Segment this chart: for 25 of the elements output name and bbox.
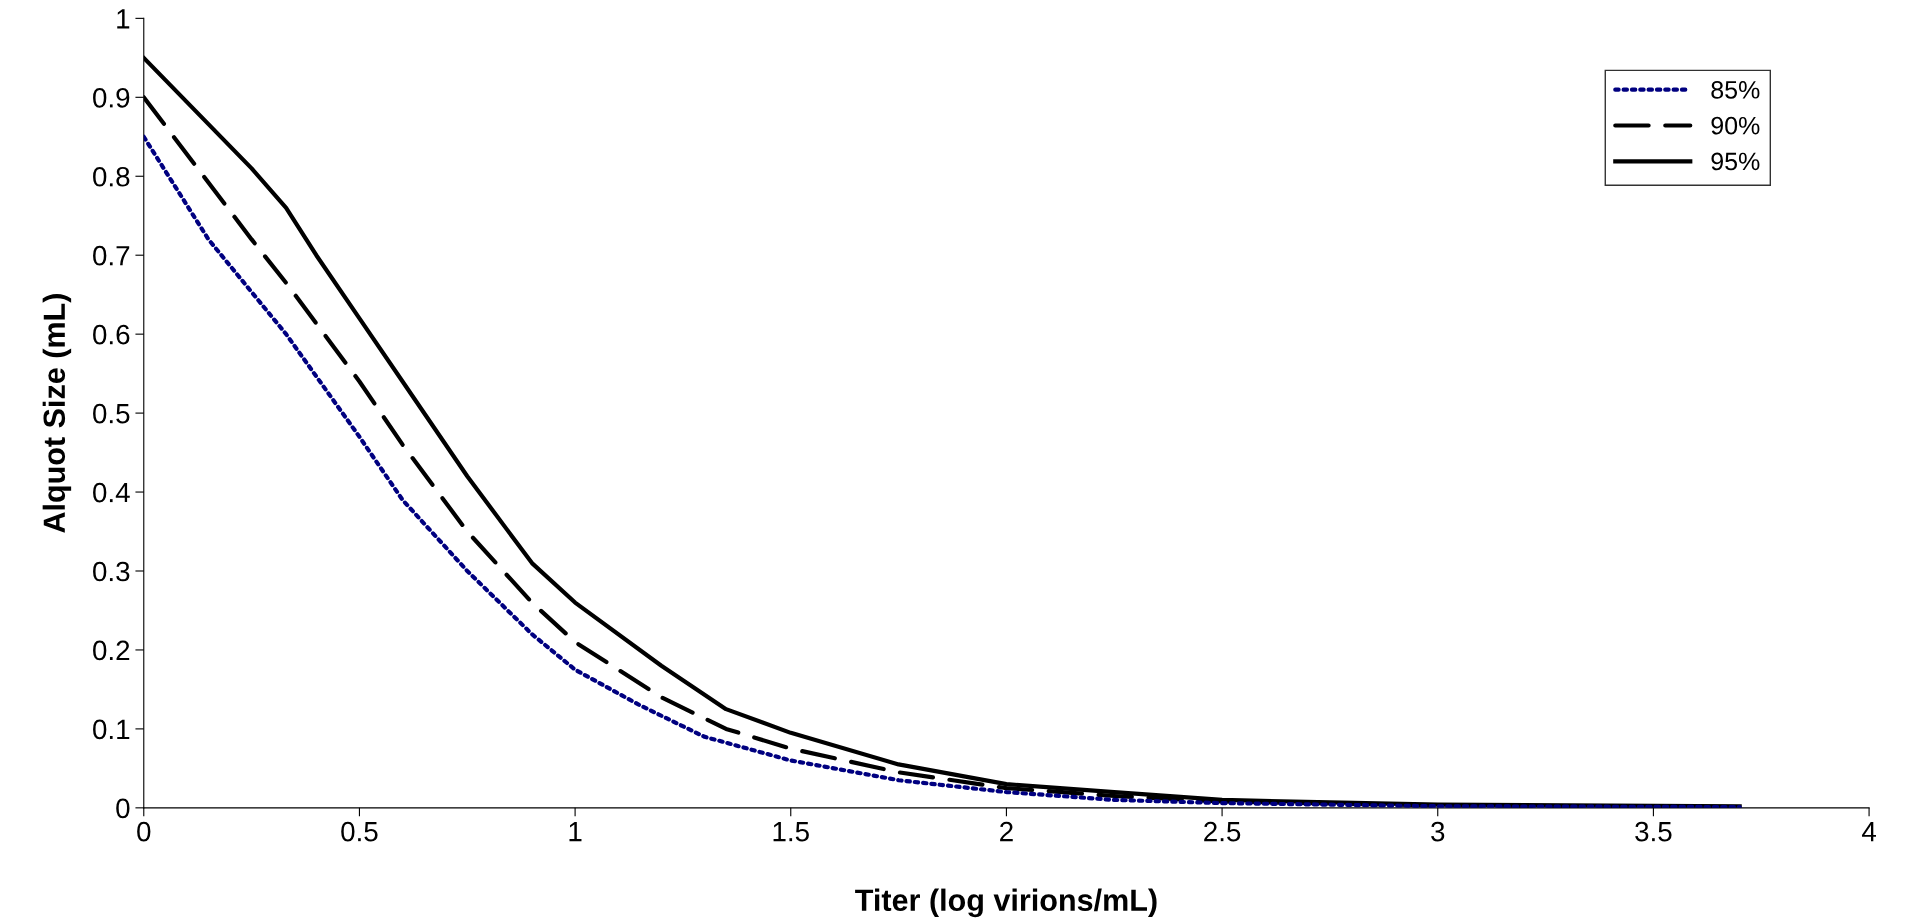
x-axis-title: Titer (log virions/mL) [855, 888, 1157, 918]
y-tick-label: 0.2 [93, 640, 130, 661]
y-tick-label: 0.8 [93, 166, 130, 187]
y-tick-label: 0.7 [93, 245, 130, 266]
y-tick-label: 0.1 [93, 719, 130, 740]
y-axis-title: Alquot Size (mL) [42, 294, 72, 533]
legend-label: 85% [1711, 80, 1760, 99]
x-tick-label: 2.5 [1204, 821, 1241, 842]
y-tick-label: 0.4 [93, 482, 130, 503]
x-tick-label: 3 [1431, 821, 1445, 842]
y-tick-label: 0.3 [93, 561, 130, 582]
y-tick-label: 0 [116, 798, 130, 819]
legend-label: 90% [1711, 116, 1760, 135]
x-tick-label: 3.5 [1635, 821, 1672, 842]
x-tick-label: 0.5 [341, 821, 378, 842]
y-tick-label: 0.6 [93, 324, 130, 345]
x-tick-label: 4 [1861, 822, 1876, 842]
y-tick-label: 1 [117, 9, 130, 29]
legend-label: 95% [1711, 152, 1760, 171]
x-tick-label: 1 [569, 822, 582, 842]
x-tick-label: 1.5 [773, 822, 809, 842]
x-tick-label: 2 [1000, 821, 1013, 842]
x-tick-label: 0 [137, 821, 151, 842]
y-tick-label: 0.9 [93, 87, 130, 108]
y-tick-label: 0.5 [93, 403, 130, 424]
